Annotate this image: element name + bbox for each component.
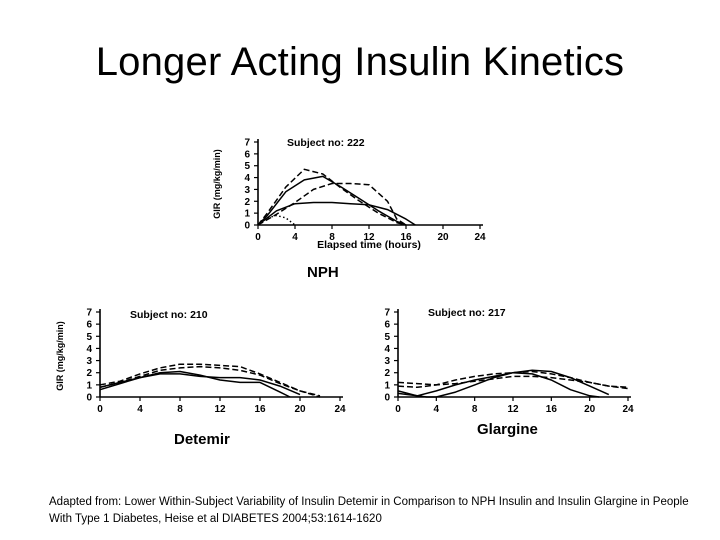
x-tick-label: 4 — [434, 404, 440, 415]
slide-title: Longer Acting Insulin Kinetics — [95, 40, 625, 84]
x-tick-label: 12 — [214, 404, 226, 415]
series-line — [397, 375, 629, 390]
x-tick-label: 20 — [584, 404, 596, 415]
x-tick-label: 0 — [97, 404, 103, 415]
x-tick-label: 24 — [334, 404, 346, 415]
nph-caption: NPH — [307, 264, 339, 281]
x-tick-label: 12 — [363, 232, 375, 243]
y-tick-label: 7 — [244, 138, 250, 149]
x-tick-label: 0 — [255, 232, 261, 243]
y-axis-label: GIR (mg/kg/min) — [55, 321, 65, 391]
chart-title: Subject no: 217 — [428, 307, 506, 319]
y-tick-label: 7 — [384, 308, 390, 319]
x-tick-label: 12 — [507, 404, 519, 415]
series-line — [99, 363, 321, 398]
x-tick-label: 16 — [254, 404, 266, 415]
series-line — [257, 201, 416, 226]
y-tick-label: 3 — [244, 185, 250, 196]
x-tick-label: 4 — [292, 232, 298, 243]
y-tick-label: 4 — [244, 173, 250, 184]
series-line — [99, 365, 321, 397]
x-tick-label: 20 — [437, 232, 449, 243]
y-tick-label: 5 — [86, 332, 92, 343]
y-tick-label: 0 — [244, 221, 250, 232]
series-line — [397, 370, 629, 389]
y-tick-label: 7 — [86, 308, 92, 319]
x-tick-label: 8 — [177, 404, 183, 415]
y-tick-label: 2 — [244, 197, 250, 208]
series-line — [257, 168, 407, 226]
x-tick-label: 0 — [395, 404, 401, 415]
source-footnote: Adapted from: Lower Within-Subject Varia… — [49, 496, 689, 525]
y-tick-label: 3 — [384, 356, 390, 367]
x-tick-label: 4 — [137, 404, 143, 415]
y-tick-label: 6 — [86, 320, 92, 331]
glargine-caption: Glargine — [477, 421, 538, 438]
detemir-caption: Detemir — [174, 431, 230, 448]
y-tick-label: 2 — [384, 368, 390, 379]
y-tick-label: 2 — [86, 368, 92, 379]
x-tick-label: 16 — [546, 404, 558, 415]
y-tick-label: 0 — [86, 393, 92, 404]
y-tick-label: 1 — [384, 380, 390, 391]
y-tick-label: 3 — [86, 356, 92, 367]
series-line — [99, 373, 301, 396]
y-tick-label: 5 — [384, 332, 390, 343]
x-axis-label: Elapsed time (hours) — [317, 239, 421, 251]
x-tick-label: 8 — [329, 232, 335, 243]
y-tick-label: 4 — [86, 344, 92, 355]
x-tick-label: 24 — [474, 232, 486, 243]
y-axis-label: GIR (mg/kg/min) — [212, 149, 222, 219]
chart-title: Subject no: 210 — [130, 309, 208, 321]
y-tick-label: 1 — [86, 380, 92, 391]
y-tick-label: 1 — [244, 209, 250, 220]
x-tick-label: 8 — [472, 404, 478, 415]
chart-title: Subject no: 222 — [287, 137, 365, 149]
y-tick-label: 0 — [384, 393, 390, 404]
y-tick-label: 4 — [384, 344, 390, 355]
y-tick-label: 5 — [244, 161, 250, 172]
x-tick-label: 16 — [400, 232, 412, 243]
y-tick-label: 6 — [244, 149, 250, 160]
x-tick-label: 20 — [294, 404, 306, 415]
series-line — [257, 182, 407, 226]
series-line — [397, 371, 600, 398]
series-line — [257, 214, 296, 226]
x-tick-label: 24 — [622, 404, 634, 415]
y-tick-label: 6 — [384, 320, 390, 331]
